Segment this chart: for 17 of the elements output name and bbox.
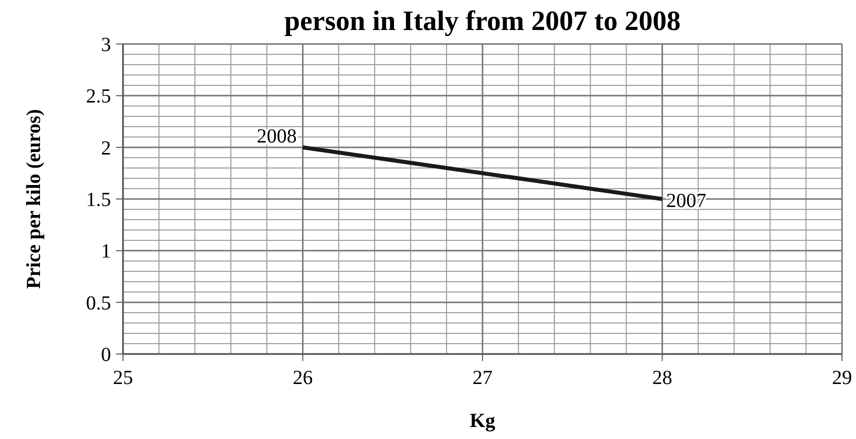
x-tick-label: 27: [472, 367, 492, 389]
x-tick-label: 25: [113, 367, 133, 389]
x-tick-label: 29: [832, 367, 852, 389]
x-tick-label: 26: [292, 367, 313, 389]
y-tick-label: 2: [101, 137, 111, 160]
y-tick-label: 2.5: [86, 86, 111, 108]
y-tick-label: 0: [101, 344, 111, 366]
y-tick-label: 1.5: [86, 189, 111, 211]
annotation: 2007: [666, 190, 706, 212]
y-tick-label: 1: [101, 240, 111, 263]
y-tick-label: 0.5: [86, 292, 111, 314]
y-axis-title: Price per kilo (euros): [23, 109, 45, 289]
chart-title: person in Italy from 2007 to 2008: [284, 6, 681, 37]
x-tick-label: 28: [652, 367, 672, 389]
y-tick-label: 3: [101, 34, 111, 56]
annotation: 2008: [256, 125, 297, 148]
x-axis-title: Kg: [470, 410, 496, 432]
